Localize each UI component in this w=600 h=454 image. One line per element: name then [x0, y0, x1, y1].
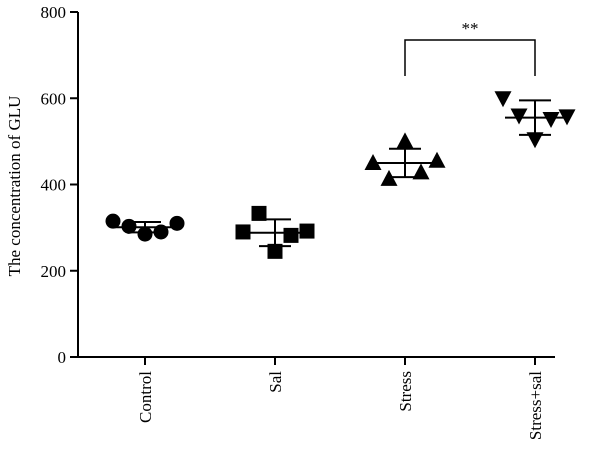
y-tick-label: 600	[41, 89, 67, 108]
data-point-triangle-down	[558, 109, 576, 126]
data-point-triangle-up	[412, 163, 430, 180]
data-point-square	[299, 223, 315, 239]
data-point-triangle-down	[494, 91, 512, 108]
data-point-square	[235, 224, 251, 240]
y-tick-label: 400	[41, 176, 67, 195]
data-point-square	[283, 227, 299, 243]
data-point-triangle-up	[364, 153, 382, 170]
data-point-square	[267, 243, 283, 259]
y-axis-title: The concentration of GLU	[5, 96, 24, 277]
data-point-circle	[169, 215, 185, 231]
data-point-triangle-up	[396, 132, 414, 149]
data-point-triangle-down	[542, 111, 560, 128]
x-category-label: Stress	[396, 371, 415, 412]
data-point-triangle-up	[428, 151, 446, 168]
x-category-label: Sal	[266, 371, 285, 393]
data-point-triangle-down	[510, 108, 528, 125]
y-tick-label: 200	[41, 262, 67, 281]
data-point-circle	[137, 226, 153, 242]
x-category-label: Control	[136, 371, 155, 423]
data-point-circle	[105, 213, 121, 229]
significance-bracket	[404, 39, 536, 76]
y-tick-label: 800	[41, 3, 67, 22]
significance-label: **	[462, 19, 479, 38]
data-point-square	[251, 205, 267, 221]
data-point-triangle-down	[526, 132, 544, 149]
y-tick-label: 0	[58, 348, 67, 367]
x-category-label: Stress+sal	[526, 371, 545, 440]
